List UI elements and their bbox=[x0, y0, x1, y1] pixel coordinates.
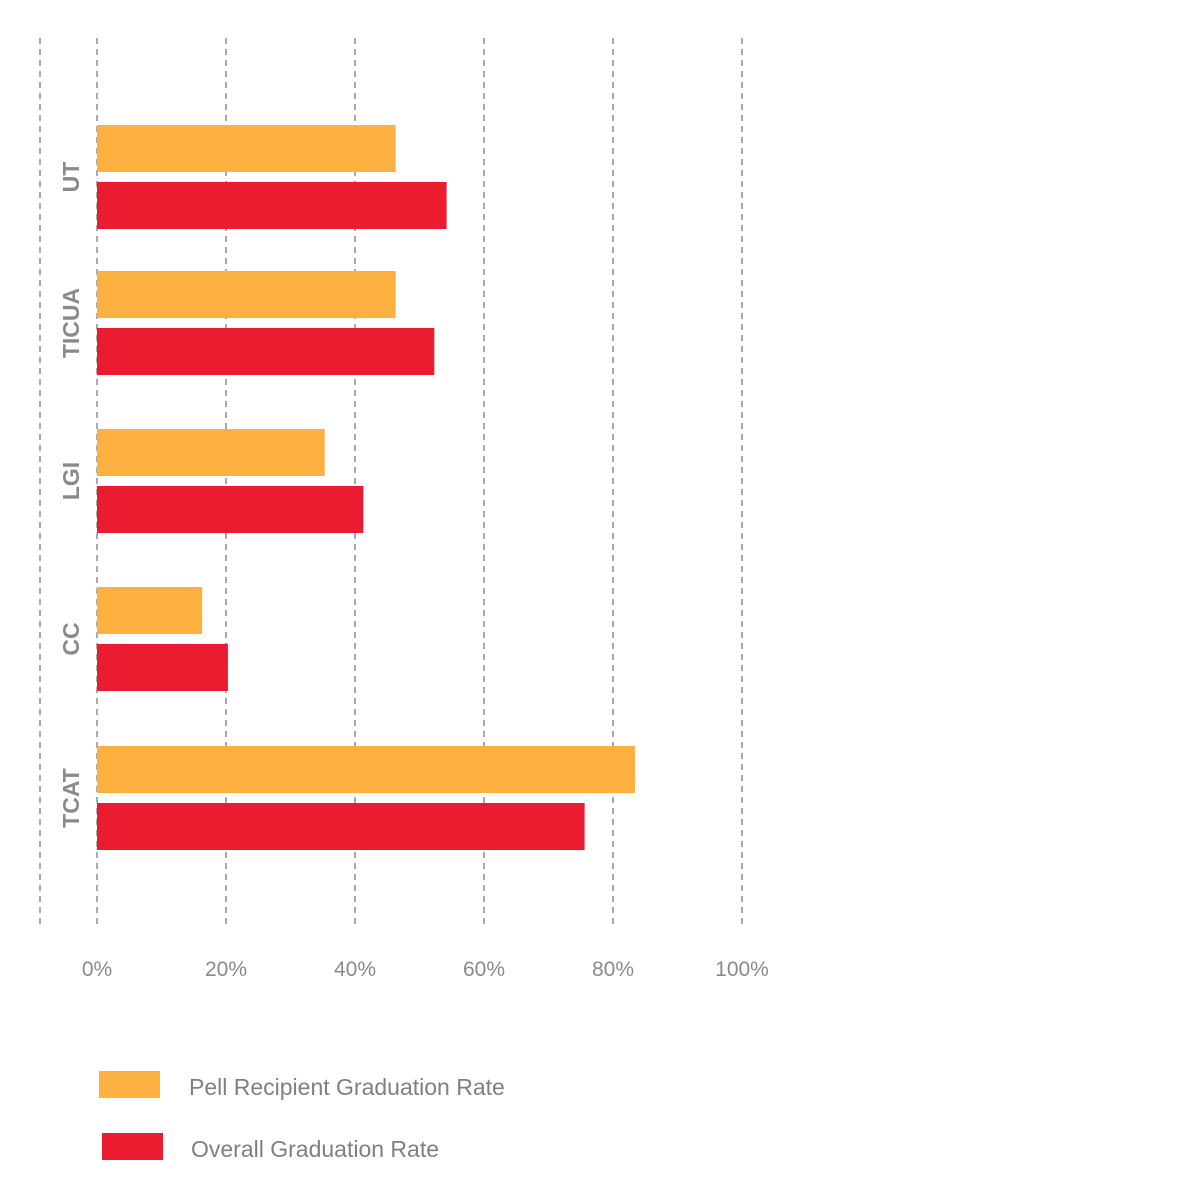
bar-ticua-pell bbox=[97, 271, 396, 318]
category-label: TICUA bbox=[58, 288, 84, 358]
x-tick-label: 60% bbox=[463, 958, 505, 981]
category-label: LGI bbox=[58, 462, 84, 500]
bar-tcat-overall bbox=[97, 803, 585, 850]
category-label: CC bbox=[58, 622, 84, 655]
category-labels: UT TICUA LGI CC TCAT bbox=[58, 162, 84, 828]
bar-cc-pell bbox=[97, 587, 203, 634]
category-label: TCAT bbox=[58, 768, 84, 828]
bar-cc-overall bbox=[97, 644, 228, 691]
legend-swatch bbox=[102, 1133, 163, 1160]
legend-swatch bbox=[99, 1071, 160, 1098]
legend-item: Overall Graduation Rate bbox=[102, 1133, 439, 1162]
legend-item: Pell Recipient Graduation Rate bbox=[99, 1071, 505, 1100]
bars bbox=[97, 125, 635, 850]
bar-ut-pell bbox=[97, 125, 396, 172]
x-tick-label: 100% bbox=[715, 958, 769, 981]
x-tick-label: 40% bbox=[334, 958, 376, 981]
bar-tcat-pell bbox=[97, 746, 635, 793]
legend-label: Pell Recipient Graduation Rate bbox=[189, 1074, 505, 1100]
legend-label: Overall Graduation Rate bbox=[191, 1136, 439, 1162]
x-tick-label: 80% bbox=[592, 958, 634, 981]
x-axis-tick-labels: 0% 20% 40% 60% 80% 100% bbox=[82, 958, 769, 981]
legend: Pell Recipient Graduation Rate Overall Gr… bbox=[99, 1071, 505, 1162]
bar-ticua-overall bbox=[97, 328, 435, 375]
bar-ut-overall bbox=[97, 182, 447, 229]
bar-lgi-overall bbox=[97, 486, 364, 533]
x-tick-label: 0% bbox=[82, 958, 112, 981]
bar-lgi-pell bbox=[97, 429, 325, 476]
x-tick-label: 20% bbox=[205, 958, 247, 981]
category-label: UT bbox=[58, 162, 84, 193]
